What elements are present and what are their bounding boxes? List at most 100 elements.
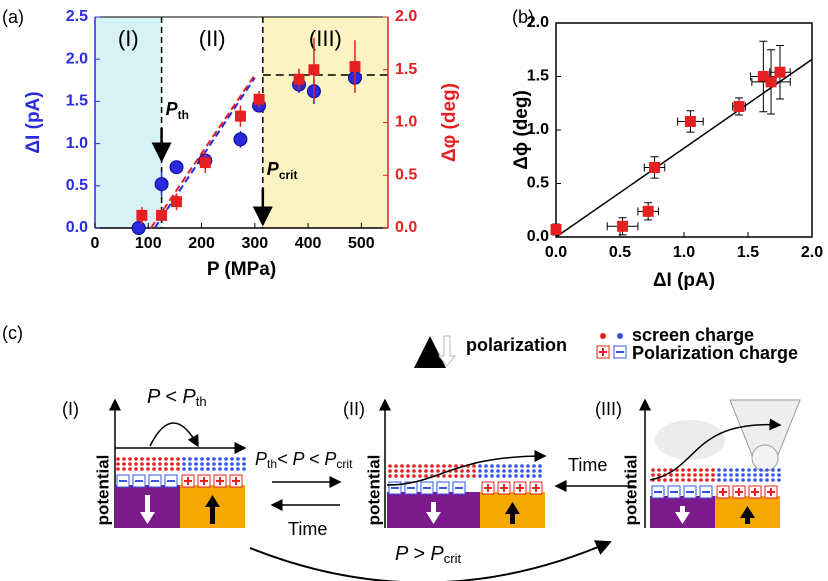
condition: P < Pth — [147, 386, 207, 409]
screen-charge — [394, 464, 398, 468]
axis-label: potential — [93, 455, 112, 526]
screen-charge — [140, 467, 144, 471]
screen-charge — [116, 457, 120, 461]
screen-charge — [759, 478, 763, 482]
screen-charge — [418, 464, 422, 468]
screen-charge — [194, 467, 198, 471]
point — [233, 132, 248, 147]
y-tick-label: 1.5 — [527, 68, 549, 85]
screen-charge — [430, 469, 434, 473]
screen-charge — [412, 474, 416, 478]
screen-charge — [663, 478, 667, 482]
screen-charge — [514, 464, 518, 468]
panel-label: (c) — [2, 323, 23, 343]
y2-tick-label: 0.5 — [395, 166, 417, 183]
screen-charge — [400, 474, 404, 478]
region — [95, 17, 162, 228]
screen-charge — [188, 457, 192, 461]
screen-charge — [442, 474, 446, 478]
point — [757, 71, 769, 82]
screen-charge — [502, 474, 506, 478]
point — [156, 209, 168, 221]
screen-charge — [176, 457, 180, 461]
screen-charge — [206, 457, 210, 461]
screen-charge — [771, 478, 775, 482]
plus — [767, 488, 775, 496]
screen-charge — [729, 468, 733, 472]
screen-charge — [230, 457, 234, 461]
arrow-icon — [437, 335, 457, 367]
screen-charge — [699, 468, 703, 472]
screen-charge — [236, 467, 240, 471]
pol-arrow — [205, 495, 220, 524]
point — [199, 157, 211, 169]
screen-charge — [230, 467, 234, 471]
axis-label: potential — [621, 455, 640, 526]
x-tick-label: 2.0 — [801, 244, 823, 261]
screen-charge — [675, 478, 679, 482]
x-tick-label: 0.5 — [609, 244, 631, 261]
cond-sub: crit — [444, 551, 462, 566]
screen-charge — [218, 462, 222, 466]
screen-charge — [128, 457, 132, 461]
point — [253, 93, 265, 105]
screen-charge — [711, 478, 715, 482]
legend-text: polarization — [466, 335, 567, 355]
screen-charge — [765, 473, 769, 477]
screen-charge — [236, 462, 240, 466]
screen-charge — [170, 457, 174, 461]
screen-charge — [681, 468, 685, 472]
fit-line — [150, 74, 256, 229]
threshold-text: P — [166, 99, 179, 119]
screen-charge — [472, 464, 476, 468]
screen-charge — [723, 468, 727, 472]
screen-charge — [741, 473, 745, 477]
point — [308, 64, 320, 76]
screen-charge — [747, 468, 751, 472]
screen-charge — [466, 474, 470, 478]
state-label: (III) — [595, 399, 622, 419]
y-tick-label: 2.0 — [66, 50, 88, 67]
screen-charge — [717, 468, 721, 472]
cond-sub: crit — [336, 457, 353, 471]
screen-charge — [669, 478, 673, 482]
screen-charge — [158, 457, 162, 461]
screen-charge — [765, 468, 769, 472]
plus — [484, 484, 492, 492]
screen-charge — [400, 464, 404, 468]
screen-charge — [152, 462, 156, 466]
screen-charge — [188, 462, 192, 466]
screen-charge — [669, 473, 673, 477]
screen-charge — [771, 473, 775, 477]
screen-charge — [212, 467, 216, 471]
plus — [200, 477, 208, 485]
y-tick-label: 0.5 — [527, 175, 549, 192]
x-tick-label: 500 — [348, 235, 375, 252]
screen-charge — [699, 473, 703, 477]
fit-line — [555, 58, 813, 238]
screen-charge — [753, 468, 757, 472]
screen-charge — [182, 467, 186, 471]
charge-dot — [617, 333, 623, 339]
screen-charge — [418, 469, 422, 473]
y-tick-label: 2.5 — [66, 8, 88, 25]
screen-charge — [520, 469, 524, 473]
screen-charge — [134, 462, 138, 466]
screen-charge — [206, 462, 210, 466]
threshold-label: Pcrit — [267, 159, 298, 182]
screen-charge — [134, 457, 138, 461]
screen-charge — [388, 464, 392, 468]
screen-charge — [152, 467, 156, 471]
tip-apex — [751, 444, 779, 472]
point — [642, 205, 654, 217]
screen-charge — [496, 474, 500, 478]
point — [684, 115, 696, 127]
point — [774, 66, 786, 78]
screen-charge — [454, 474, 458, 478]
plot-frame — [555, 22, 813, 238]
screen-charge — [484, 464, 488, 468]
screen-charge — [430, 464, 434, 468]
screen-charge — [122, 462, 126, 466]
screen-charge — [711, 468, 715, 472]
plus — [599, 348, 607, 356]
